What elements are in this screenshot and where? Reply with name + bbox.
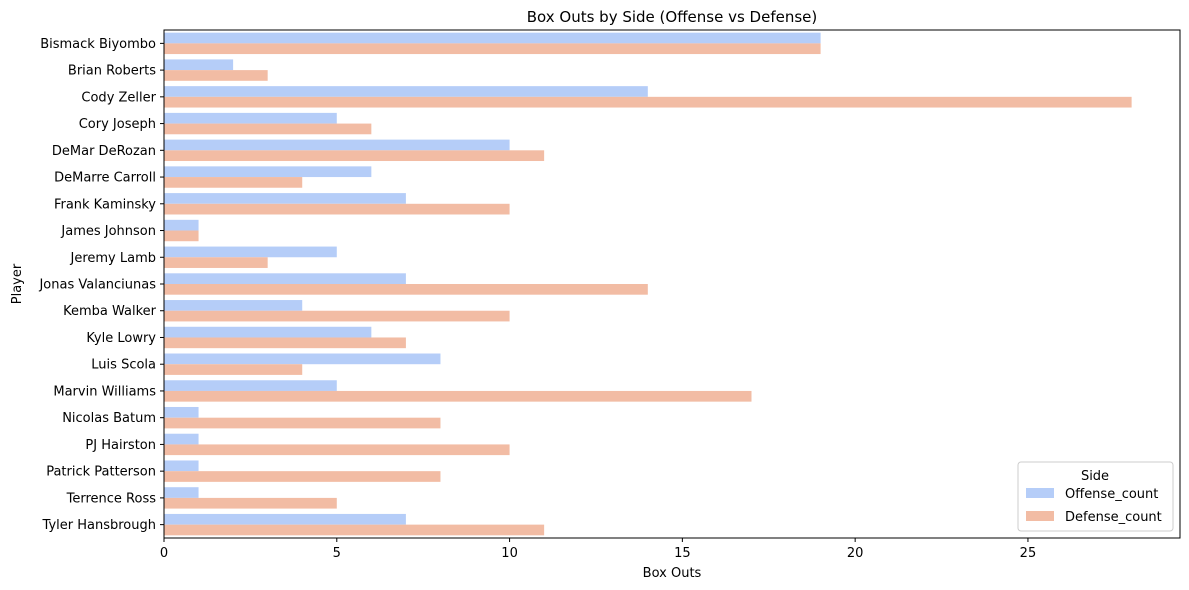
y-tick-label-terrence-ross: Terrence Ross — [66, 491, 157, 506]
y-tick-label-jeremy-lamb: Jeremy Lamb — [69, 251, 156, 266]
legend-title: Side — [1081, 469, 1109, 484]
chart-title: Box Outs by Side (Offense vs Defense) — [527, 8, 818, 26]
bar-offense-count-brian-roberts — [164, 59, 234, 71]
y-tick-label-demar-derozan: DeMar DeRozan — [52, 144, 156, 159]
bar-offense-count-tyler-hansbrough — [164, 513, 406, 525]
bar-defense-count-kyle-lowry — [164, 337, 406, 349]
bar-offense-count-cody-zeller — [164, 86, 648, 97]
legend-label-defense: Defense_count — [1065, 510, 1162, 525]
y-tick-label-patrick-patterson: Patrick Patterson — [46, 465, 156, 480]
legend-box — [1017, 461, 1174, 532]
bar-defense-count-marvin-williams — [164, 390, 752, 402]
bar-defense-count-demar-derozan — [164, 150, 545, 162]
bar-offense-count-marvin-williams — [164, 380, 337, 391]
bars-layer — [164, 32, 1132, 536]
bar-offense-count-cory-joseph — [164, 112, 337, 124]
bar-defense-count-frank-kaminsky — [164, 203, 510, 215]
bar-offense-count-kyle-lowry — [164, 326, 372, 338]
plot-frame — [163, 29, 1181, 539]
x-axis-title: Box Outs — [643, 566, 702, 581]
legend-swatch-offense — [1026, 488, 1054, 498]
y-tick-label-kyle-lowry: Kyle Lowry — [86, 331, 156, 346]
bar-defense-count-bismack-biyombo — [164, 43, 821, 55]
bar-defense-count-pj-hairston — [164, 444, 510, 456]
bar-defense-count-luis-scola — [164, 364, 303, 375]
y-tick-label-nicolas-batum: Nicolas Batum — [62, 411, 156, 426]
legend-swatch-defense — [1026, 511, 1054, 521]
y-tick-label-tyler-hansbrough: Tyler Hansbrough — [42, 518, 156, 533]
y-tick-label-pj-hairston: PJ Hairston — [85, 438, 156, 453]
y-tick-label-jonas-valanciunas: Jonas Valanciunas — [38, 278, 156, 293]
y-tick-label-cory-joseph: Cory Joseph — [79, 117, 156, 132]
bar-defense-count-demarre-carroll — [164, 177, 303, 188]
y-tick-label-demarre-carroll: DeMarre Carroll — [54, 171, 156, 186]
bar-offense-count-pj-hairston — [164, 433, 199, 445]
y-tick-label-frank-kaminsky: Frank Kaminsky — [54, 197, 156, 212]
bar-offense-count-frank-kaminsky — [164, 193, 406, 204]
bar-defense-count-nicolas-batum — [164, 417, 441, 429]
x-tick-label-15: 15 — [674, 546, 691, 561]
bar-defense-count-patrick-patterson — [164, 471, 441, 482]
legend: Side Offense_count Defense_count — [1017, 461, 1174, 532]
x-tick-label-25: 25 — [1020, 546, 1037, 561]
bar-defense-count-cody-zeller — [164, 96, 1132, 108]
bar-defense-count-tyler-hansbrough — [164, 524, 545, 536]
bar-offense-count-terrence-ross — [164, 487, 199, 498]
bar-offense-count-luis-scola — [164, 353, 441, 365]
bar-defense-count-kemba-walker — [164, 310, 510, 322]
y-tick-label-brian-roberts: Brian Roberts — [68, 64, 156, 79]
bar-defense-count-terrence-ross — [164, 497, 337, 509]
y-tick-label-bismack-biyombo: Bismack Biyombo — [40, 37, 156, 52]
bar-offense-count-patrick-patterson — [164, 460, 199, 472]
x-axis-ticks: 0 5 10 15 20 25 — [160, 538, 1036, 561]
y-tick-label-luis-scola: Luis Scola — [91, 358, 156, 373]
bar-defense-count-james-johnson — [164, 230, 199, 242]
y-tick-label-james-johnson: James Johnson — [60, 224, 156, 239]
bar-defense-count-cory-joseph — [164, 123, 372, 135]
x-tick-label-5: 5 — [333, 546, 341, 561]
bar-offense-count-james-johnson — [164, 219, 199, 231]
legend-label-offense: Offense_count — [1065, 487, 1158, 502]
y-tick-label-marvin-williams: Marvin Williams — [53, 384, 156, 399]
x-tick-label-20: 20 — [847, 546, 864, 561]
bar-offense-count-jonas-valanciunas — [164, 273, 406, 284]
x-tick-label-10: 10 — [501, 546, 518, 561]
x-tick-label-0: 0 — [160, 546, 168, 561]
bar-offense-count-jeremy-lamb — [164, 246, 337, 258]
bar-offense-count-nicolas-batum — [164, 406, 199, 418]
bar-defense-count-brian-roberts — [164, 70, 268, 81]
bar-offense-count-demar-derozan — [164, 139, 510, 151]
bar-offense-count-demarre-carroll — [164, 166, 372, 178]
bar-defense-count-jonas-valanciunas — [164, 284, 648, 295]
bar-offense-count-bismack-biyombo — [164, 32, 821, 44]
y-axis-title: Player — [10, 263, 25, 304]
y-axis-ticks: Bismack Biyombo Brian Roberts Cody Zeller C… — [38, 37, 164, 533]
bar-defense-count-jeremy-lamb — [164, 257, 268, 268]
y-tick-label-cody-zeller: Cody Zeller — [81, 90, 156, 105]
y-tick-label-kemba-walker: Kemba Walker — [63, 304, 157, 319]
bar-offense-count-kemba-walker — [164, 300, 303, 311]
